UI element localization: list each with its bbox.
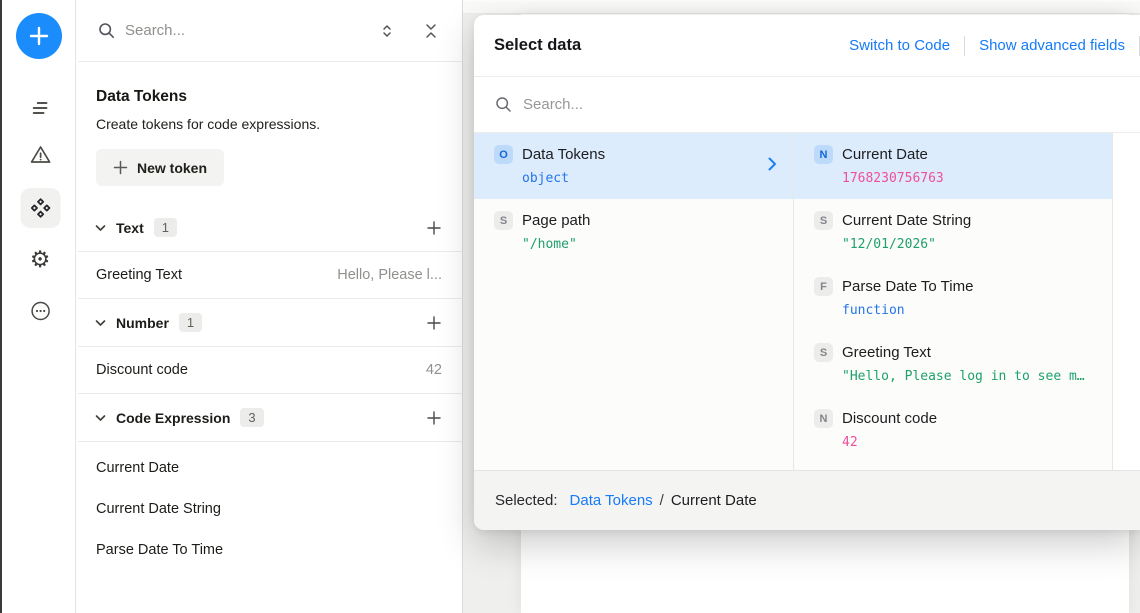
data-picker-columns: O Data Tokens object S Page path "/home" <box>474 133 1140 470</box>
modal-header: Select data Switch to Code Show advanced… <box>474 15 1140 77</box>
plus-icon <box>113 160 128 175</box>
picker-column-empty <box>1113 133 1140 470</box>
collapse-all-icon[interactable] <box>424 23 438 39</box>
sort-chevrons-icon[interactable] <box>380 23 394 39</box>
breadcrumb-root-link[interactable]: Data Tokens <box>569 492 653 509</box>
count-badge: 3 <box>240 408 264 427</box>
chevron-down-icon <box>95 413 106 423</box>
add-token-icon[interactable] <box>426 410 442 426</box>
data-tokens-panel: Data Tokens Create tokens for code expre… <box>78 0 463 613</box>
breadcrumb-separator: / <box>659 492 664 509</box>
picker-row-parse-date-to-time[interactable]: F Parse Date To Time function <box>794 265 1112 331</box>
page-title: Data Tokens <box>96 88 188 105</box>
divider <box>964 35 966 56</box>
outline-icon <box>29 97 51 119</box>
sidebar-item-tokens[interactable] <box>20 188 61 228</box>
switch-to-code-link[interactable]: Switch to Code <box>849 37 951 54</box>
token-row[interactable]: Parse Date To Time <box>96 541 224 558</box>
type-badge-string: S <box>814 343 833 362</box>
panel-search-bar <box>78 0 462 62</box>
modal-footer: Selected: Data Tokens / Current Date <box>474 470 1140 530</box>
add-token-icon[interactable] <box>426 315 442 331</box>
type-badge-object: O <box>494 145 513 164</box>
sidebar-item-outline[interactable] <box>20 88 60 128</box>
warning-triangle-icon <box>28 143 52 167</box>
count-badge: 1 <box>178 313 203 332</box>
show-advanced-fields-link[interactable]: Show advanced fields <box>979 37 1125 54</box>
type-badge-string: S <box>494 211 513 230</box>
chevron-down-icon <box>95 223 106 233</box>
modal-actions: Switch to Code Show advanced fields <box>849 15 1140 76</box>
chevron-right-icon <box>768 157 777 171</box>
select-data-modal: Select data Switch to Code Show advanced… <box>474 15 1140 530</box>
type-badge-string: S <box>814 211 833 230</box>
breadcrumb-current: Current Date <box>670 492 757 509</box>
more-ellipsis-icon <box>28 299 52 323</box>
gear-icon: ⚙ <box>29 246 51 273</box>
page-subtitle: Create tokens for code expressions. <box>96 116 321 132</box>
picker-row-page-path[interactable]: S Page path "/home" <box>474 199 793 265</box>
section-header-number[interactable]: Number 1 <box>78 299 462 347</box>
sidebar-item-issues[interactable] <box>20 135 60 175</box>
picker-row-discount-code[interactable]: N Discount code 42 <box>794 397 1112 463</box>
picker-row-data-tokens[interactable]: O Data Tokens object <box>474 133 793 199</box>
picker-row-current-date-string[interactable]: S Current Date String "12/01/2026" <box>794 199 1112 265</box>
new-token-button[interactable]: New token <box>96 149 225 186</box>
code-expression-rows: Current Date Current Date String Parse D… <box>78 442 462 570</box>
modal-search-bar <box>474 77 1140 133</box>
chevron-down-icon <box>95 318 106 328</box>
type-badge-number: N <box>814 409 833 428</box>
token-row[interactable]: Current Date String <box>96 500 221 517</box>
picker-column-children: N Current Date 1768230756763 S Current D… <box>794 133 1113 470</box>
left-icon-rail: ⚙ <box>0 0 76 613</box>
plus-icon <box>28 25 50 47</box>
section-header-code-expression[interactable]: Code Expression 3 <box>78 394 462 442</box>
type-badge-number: N <box>814 145 833 164</box>
section-header-text[interactable]: Text 1 <box>78 204 462 252</box>
selected-label: Selected: <box>495 492 558 509</box>
tokens-diamonds-icon <box>28 196 52 220</box>
picker-row-greeting-text[interactable]: S Greeting Text "Hello, Please log in to… <box>794 331 1112 397</box>
picker-row-current-date[interactable]: N Current Date 1768230756763 <box>794 133 1112 199</box>
picker-column-root: O Data Tokens object S Page path "/home" <box>474 133 794 470</box>
modal-search-input[interactable] <box>523 96 1119 113</box>
search-input[interactable] <box>125 22 380 39</box>
panel-header: Data Tokens Create tokens for code expre… <box>78 62 462 204</box>
type-badge-function: F <box>814 277 833 296</box>
add-button[interactable] <box>16 13 62 59</box>
token-row[interactable]: Discount code 42 <box>78 347 462 394</box>
count-badge: 1 <box>153 218 177 237</box>
token-row[interactable]: Current Date <box>96 459 180 476</box>
token-row[interactable]: Greeting Text Hello, Please l... <box>78 252 462 299</box>
search-icon <box>98 22 115 39</box>
sidebar-item-settings[interactable]: ⚙ <box>20 240 60 280</box>
sidebar-item-more[interactable] <box>20 291 60 331</box>
canvas-top-strip <box>463 0 1140 14</box>
search-icon <box>495 96 512 113</box>
add-token-icon[interactable] <box>426 220 442 236</box>
modal-title: Select data <box>494 36 582 54</box>
